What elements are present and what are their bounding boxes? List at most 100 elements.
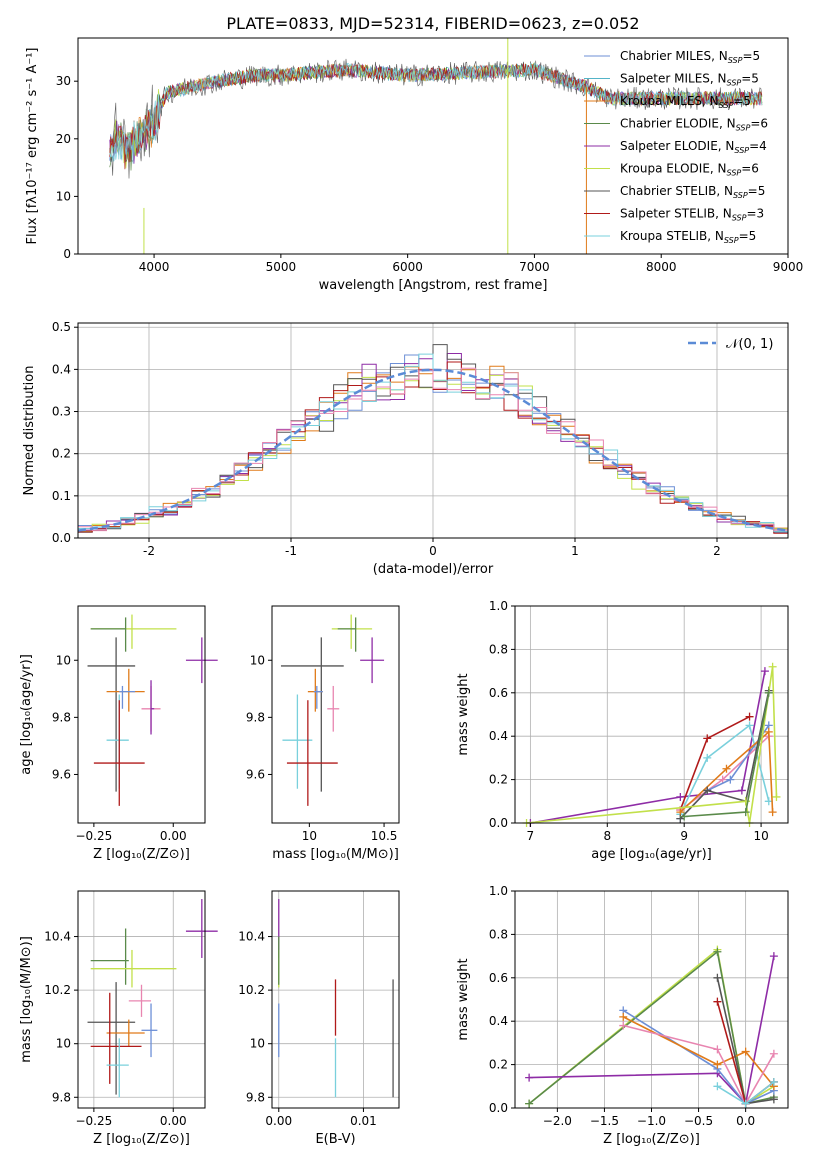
x-axis-label: Z [log₁₀(Z/Z⊙)] bbox=[93, 847, 190, 862]
y-tick-label: 0.4 bbox=[489, 1014, 508, 1028]
weight-marker bbox=[680, 812, 689, 821]
errorbar-point bbox=[313, 685, 323, 709]
figure-title: PLATE=0833, MJD=52314, FIBERID=0623, z=0… bbox=[226, 14, 639, 33]
y-tick-label: 10.4 bbox=[238, 930, 265, 944]
axes-frame bbox=[77, 37, 789, 255]
errorbar-point bbox=[90, 928, 129, 985]
errorbars-age_vs_Z bbox=[87, 614, 218, 806]
errorbar-point bbox=[90, 992, 142, 1084]
plot-area bbox=[78, 606, 205, 823]
weight-series-1 bbox=[530, 670, 766, 824]
x-tick-label: −0.25 bbox=[75, 829, 112, 843]
frame-mass_vs_Z: −0.25 0.00 9.8 10 10.2 10.4 Z [log₁₀(Z/Z⊙)] mas… bbox=[19, 890, 206, 1147]
errorbar-point bbox=[286, 700, 338, 806]
x-tick-label: −0.5 bbox=[684, 1114, 713, 1128]
weight-marker bbox=[764, 688, 773, 697]
weight-marker bbox=[713, 1060, 722, 1069]
errorbar-point bbox=[185, 899, 218, 958]
weight-marker bbox=[703, 734, 712, 743]
weight-marker bbox=[768, 662, 777, 671]
y-tick-label: 10 bbox=[250, 653, 265, 667]
errorbar-point bbox=[90, 617, 127, 652]
y-tick-label: 0.5 bbox=[52, 320, 71, 334]
x-tick-label: 10 bbox=[753, 829, 768, 843]
legend-entry: Chabrier MILES, NSSP=5 bbox=[620, 49, 760, 65]
weight-marker bbox=[718, 775, 727, 784]
weight-marker bbox=[768, 808, 777, 817]
frame-mass_vs_EBV: 0.00 0.01 9.8 10 10.2 10.4 E(B-V) bbox=[238, 890, 400, 1147]
weight-series-6 bbox=[623, 1024, 775, 1106]
weight-marker bbox=[741, 1099, 750, 1108]
y-tick-label: 0.3 bbox=[52, 405, 71, 419]
x-tick-label: 0.01 bbox=[350, 1114, 377, 1128]
spectrum-legend: Chabrier MILES, NSSP=5 Salpeter MILES, NS… bbox=[584, 49, 768, 245]
errorbar-point bbox=[106, 1019, 145, 1047]
errorbar-point bbox=[141, 1003, 158, 1058]
errorbar-point bbox=[337, 617, 357, 652]
y-tick-label: 0 bbox=[63, 247, 71, 261]
errorbar-point bbox=[128, 984, 152, 1017]
weight-marker bbox=[525, 1073, 534, 1082]
weight-series-3 bbox=[529, 955, 775, 1106]
weight-marker bbox=[703, 786, 712, 795]
y-tick-label: 1.0 bbox=[489, 599, 508, 613]
y-axis-label: mass [log₁₀(M/M⊙)] bbox=[19, 936, 34, 1063]
y-tick-label: 9.8 bbox=[52, 1090, 71, 1104]
x-tick-label: 0.00 bbox=[265, 1114, 292, 1128]
spectrum-series-9 bbox=[109, 62, 763, 164]
y-tick-label: 0.6 bbox=[489, 971, 508, 985]
x-tick-label: 10.5 bbox=[371, 829, 398, 843]
errorbar-point bbox=[90, 949, 177, 988]
y-tick-label: 0.2 bbox=[489, 1058, 508, 1072]
weight-marker bbox=[769, 1049, 778, 1058]
x-tick-label: 2 bbox=[713, 544, 721, 558]
y-axis-label: Normed distribution bbox=[22, 366, 37, 496]
weight-marker bbox=[741, 808, 750, 817]
axes-age_vs_Z bbox=[78, 606, 205, 823]
legend-entry: Chabrier STELIB, NSSP=5 bbox=[620, 184, 765, 200]
y-tick-label: 0.4 bbox=[52, 362, 71, 376]
y-tick-label: 0.1 bbox=[52, 489, 71, 503]
x-tick-label: 8000 bbox=[646, 260, 677, 274]
y-tick-label: 20 bbox=[56, 132, 71, 146]
y-tick-label: 10.4 bbox=[44, 930, 71, 944]
frame-age_vs_Z: −0.25 0.00 9.6 9.8 10 Z [log₁₀(Z/Z⊙)] age [log… bbox=[19, 605, 206, 862]
weight-marker bbox=[525, 1099, 534, 1108]
x-tick-label: -2 bbox=[143, 544, 155, 558]
frame-age_vs_mass: 10 10.5 9.6 9.8 10 mass [log₁₀(M/M⊙)] bbox=[246, 605, 400, 862]
y-tick-label: 10 bbox=[56, 189, 71, 203]
weight-series-4 bbox=[622, 1009, 775, 1105]
weight-series-7 bbox=[679, 690, 770, 820]
y-tick-label: 9.8 bbox=[52, 710, 71, 724]
errorbar-point bbox=[93, 700, 145, 806]
x-axis-label: age [log₁₀(age/yr)] bbox=[591, 847, 712, 862]
weight-marker bbox=[619, 1012, 628, 1021]
x-tick-label: −0.25 bbox=[75, 1114, 112, 1128]
x-axis-label: wavelength [Angstrom, rest frame] bbox=[319, 278, 548, 293]
weight-marker bbox=[703, 753, 712, 762]
legend-entry: Salpeter STELIB, NSSP=3 bbox=[620, 207, 764, 223]
y-tick-label: 0.0 bbox=[489, 1101, 508, 1115]
weight-marker bbox=[726, 775, 735, 784]
x-axis-label: mass [log₁₀(M/M⊙)] bbox=[272, 847, 399, 862]
x-tick-label: -1 bbox=[285, 544, 297, 558]
y-axis-label: Flux [fλ10⁻¹⁷ erg cm⁻² s⁻¹ A⁻¹] bbox=[25, 48, 40, 245]
y-tick-label: 0.0 bbox=[52, 531, 71, 545]
frame-residuals: -2 -1 0 1 2 0.0 0.1 0.2 0.3 0.4 0.5 (data-model)/er… bbox=[22, 320, 789, 577]
weight-lines-weight_vs_age bbox=[522, 662, 781, 827]
weight-marker bbox=[745, 721, 754, 730]
errorbar-point bbox=[327, 685, 340, 732]
weight-lines-weight_vs_Z bbox=[525, 945, 778, 1108]
weight-series-5 bbox=[622, 1016, 775, 1087]
y-tick-label: 9.6 bbox=[246, 767, 265, 781]
y-tick-label: 0.8 bbox=[489, 642, 508, 656]
y-tick-label: 30 bbox=[56, 74, 71, 88]
axes-frame bbox=[77, 605, 206, 824]
y-tick-label: 0.2 bbox=[489, 773, 508, 787]
x-axis-label: E(B-V) bbox=[315, 1132, 355, 1147]
x-axis-label: Z [log₁₀(Z/Z⊙)] bbox=[603, 1132, 700, 1147]
legend-entry: Salpeter MILES, NSSP=5 bbox=[620, 72, 759, 88]
residual-steps bbox=[78, 344, 788, 534]
x-axis-label: (data-model)/error bbox=[373, 562, 494, 577]
errorbar-point bbox=[150, 680, 155, 735]
